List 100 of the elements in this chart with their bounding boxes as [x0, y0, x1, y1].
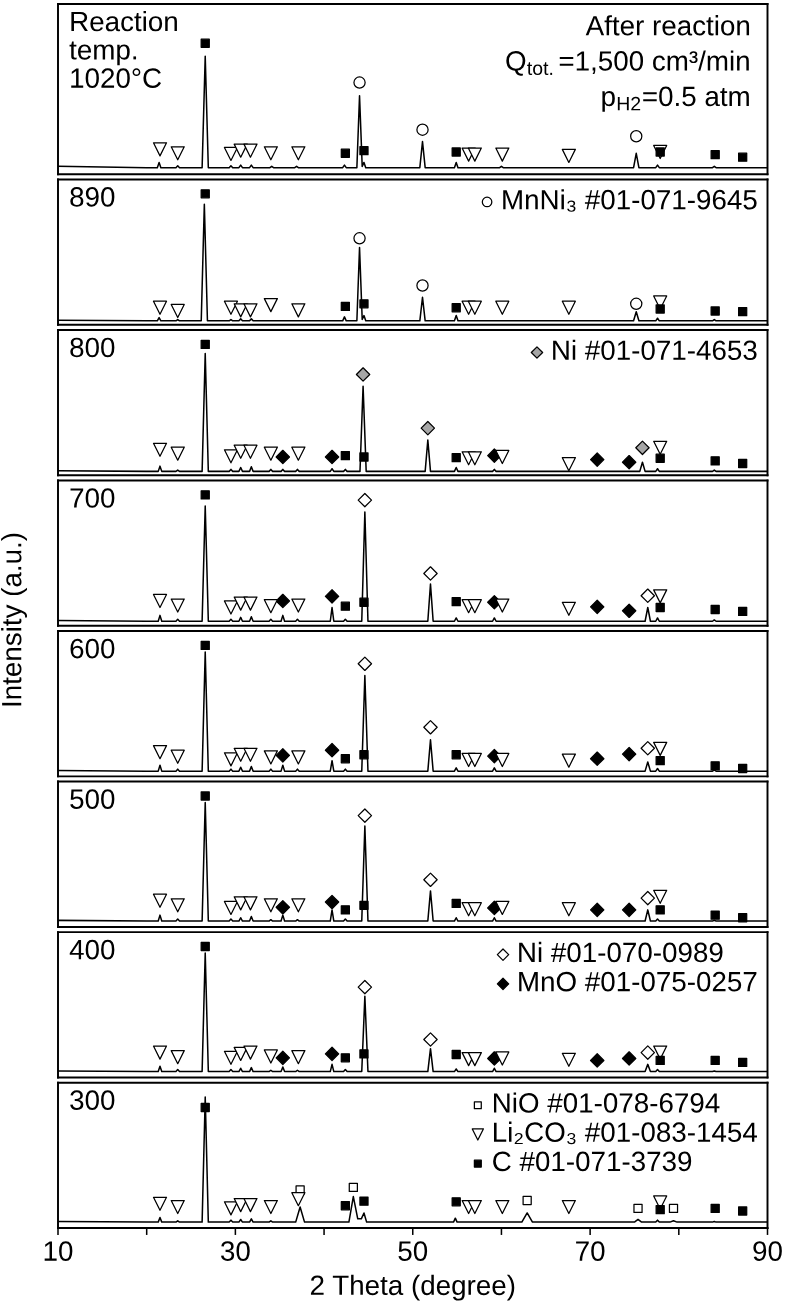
point [359, 452, 369, 462]
point [200, 791, 210, 801]
annotation: 700 [70, 488, 115, 508]
point [653, 589, 668, 604]
point [495, 449, 510, 465]
point [561, 300, 576, 315]
point [348, 1182, 359, 1193]
point [495, 1051, 510, 1066]
point [223, 1201, 239, 1216]
point [621, 902, 637, 918]
point [633, 1203, 643, 1214]
point [200, 640, 210, 651]
point [467, 902, 482, 917]
annotation: p$_{H2}$=0.5 atm [602, 86, 749, 112]
point [291, 146, 306, 161]
point [710, 149, 720, 160]
point [170, 1050, 185, 1065]
point [263, 1049, 278, 1064]
point [359, 597, 369, 607]
point [467, 147, 482, 162]
point [233, 303, 248, 318]
point [200, 1102, 210, 1113]
point [291, 598, 306, 613]
x-tick-label: 10 [44, 1241, 73, 1261]
point [357, 656, 373, 672]
point [340, 601, 351, 611]
point [170, 898, 185, 913]
annotation: 400 [69, 939, 115, 960]
point [353, 232, 366, 245]
point [655, 905, 665, 915]
point [340, 1053, 351, 1063]
annotation: 890 [70, 187, 115, 207]
point [561, 601, 576, 616]
point [275, 593, 291, 609]
point [630, 297, 643, 311]
point [561, 1052, 576, 1067]
point [640, 588, 656, 604]
point [359, 145, 369, 156]
legend-label: NiO #01-078-6794 [493, 1092, 720, 1113]
point [737, 152, 748, 162]
point [243, 1045, 258, 1060]
point [589, 599, 605, 615]
point [561, 902, 576, 917]
point [152, 142, 168, 157]
point [243, 896, 258, 911]
point [710, 456, 720, 466]
annotation: 600 [70, 638, 115, 659]
point [621, 454, 637, 470]
point [561, 1199, 576, 1215]
point [561, 457, 576, 472]
point [495, 598, 510, 613]
point [621, 1051, 637, 1066]
point [152, 593, 168, 609]
x-axis-title: 2 Theta (degree) [310, 1274, 515, 1301]
point [467, 300, 482, 315]
point [621, 746, 637, 762]
legend-label: C #01-071-3739 [493, 1151, 692, 1172]
point [200, 339, 210, 350]
point [152, 1045, 168, 1060]
point [291, 1192, 306, 1207]
point [640, 1045, 656, 1060]
point [324, 742, 340, 758]
point [340, 450, 351, 461]
point [223, 146, 239, 162]
point [223, 1050, 239, 1065]
point [655, 755, 665, 766]
point [737, 1206, 748, 1216]
point [152, 745, 168, 760]
point [423, 566, 438, 581]
point [243, 303, 258, 318]
point [589, 452, 605, 467]
point [589, 902, 605, 918]
point [655, 1055, 665, 1066]
point [340, 148, 351, 158]
point [710, 910, 720, 920]
point [340, 301, 351, 312]
text: After reaction [585, 15, 750, 36]
point [710, 306, 720, 316]
point [737, 306, 748, 317]
point [451, 750, 461, 760]
point [275, 899, 291, 915]
point [710, 761, 720, 771]
point [653, 440, 668, 455]
point [170, 303, 185, 319]
point [340, 905, 351, 915]
point [243, 143, 258, 158]
legend-label: MnNi₃ #01-071-9645 [503, 189, 757, 212]
point [357, 979, 373, 995]
point [710, 1203, 720, 1214]
legend-label: Ni #01-071-4653 [553, 339, 757, 361]
annotation: Q$_{tot.}$=1,500 cm³/min [506, 50, 749, 76]
point [451, 303, 461, 313]
point [223, 900, 239, 916]
point [589, 751, 605, 766]
point [170, 146, 185, 161]
point [451, 452, 461, 463]
point [275, 748, 291, 763]
point [423, 872, 438, 888]
point [359, 299, 369, 309]
point [353, 76, 366, 89]
